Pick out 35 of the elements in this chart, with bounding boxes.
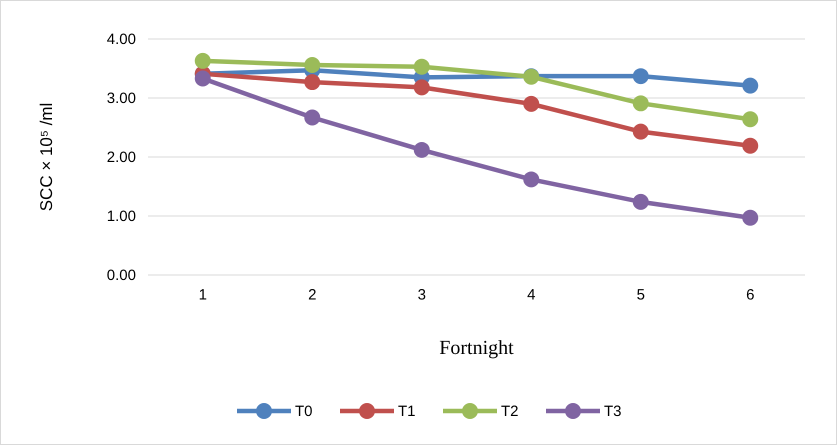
point (632, 95, 649, 112)
point (194, 52, 211, 69)
y-axis-title: SCC × 10⁵ /ml (37, 102, 56, 212)
x-tick-label: 1 (198, 286, 207, 304)
y-tick-label: 4.00 (106, 30, 136, 48)
x-tick-label: 5 (636, 286, 645, 304)
legend-label: T3 (604, 403, 622, 420)
legend-label: T1 (398, 403, 416, 420)
point (632, 124, 649, 140)
point (632, 194, 649, 210)
legend-label: T0 (295, 403, 313, 420)
x-tick-label: 3 (418, 286, 426, 304)
point (742, 210, 758, 226)
point (414, 79, 430, 96)
point (304, 56, 320, 73)
x-axis-title: Fortnight (439, 337, 514, 359)
point (523, 171, 540, 188)
point (742, 78, 758, 94)
point (414, 58, 430, 75)
legend-label: T2 (501, 403, 519, 420)
y-tick-label: 1.00 (106, 208, 136, 225)
x-tick-label: 4 (527, 286, 536, 304)
y-tick-label: 3.00 (106, 90, 136, 107)
x-tick-label: 2 (308, 286, 316, 304)
point (194, 70, 211, 86)
point (523, 96, 540, 112)
point (414, 142, 430, 158)
y-tick-label: 2.00 (106, 148, 136, 166)
point (632, 68, 649, 84)
x-tick-label: 6 (746, 286, 754, 304)
point (742, 138, 758, 154)
point (742, 111, 758, 128)
point (304, 110, 320, 126)
point (304, 74, 320, 90)
y-tick-label: 0.00 (106, 266, 136, 284)
